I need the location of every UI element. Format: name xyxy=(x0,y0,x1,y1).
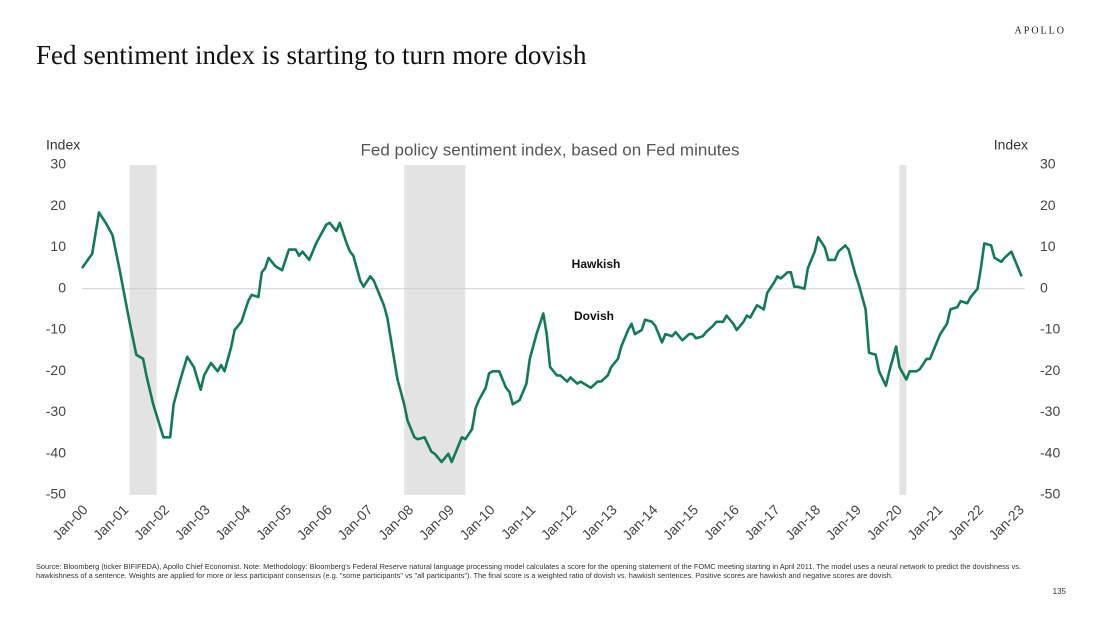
x-tick-label: Jan-09 xyxy=(415,501,457,543)
x-tick-label: Jan-06 xyxy=(293,501,335,543)
recession-shade xyxy=(899,165,907,495)
x-tick-label: Jan-22 xyxy=(945,501,987,543)
x-tick-label: Jan-04 xyxy=(212,501,254,543)
y-tick-label: -30 xyxy=(46,403,66,419)
y-axis-label: Index xyxy=(46,137,80,153)
x-tick-label: Jan-13 xyxy=(578,501,620,543)
x-tick-label: Jan-20 xyxy=(863,501,905,543)
x-tick-label: Jan-17 xyxy=(741,501,783,543)
x-tick-label: Jan-05 xyxy=(253,501,295,543)
source-box: Source: Bloomberg (ticker BIFIFEDA), Apo… xyxy=(36,562,1021,580)
annotation: Hawkish xyxy=(572,257,621,271)
y2-tick-label: -10 xyxy=(1040,321,1060,337)
plot xyxy=(80,165,1025,495)
x-tick-label: Jan-07 xyxy=(334,501,376,543)
recession-shade xyxy=(404,165,466,495)
y-tick-label: 20 xyxy=(50,197,66,213)
x-tick-label: Jan-11 xyxy=(498,501,539,542)
recession-shade xyxy=(129,165,157,495)
annotation: Dovish xyxy=(574,309,614,323)
y2-tick-label: -50 xyxy=(1040,486,1060,502)
x-tick-label: Jan-10 xyxy=(456,501,498,543)
x-tick-label: Jan-12 xyxy=(538,501,580,543)
x-tick-label: Jan-14 xyxy=(619,501,661,543)
source-note: Source: Bloomberg (ticker BIFIFEDA), Apo… xyxy=(36,562,1021,580)
chart-subtitle: Fed policy sentiment index, based on Fed… xyxy=(361,140,740,159)
x-tick-label: Jan-18 xyxy=(782,501,824,543)
y2-tick-label: 30 xyxy=(1040,156,1056,172)
y-tick-label: -10 xyxy=(46,321,66,337)
y2-tick-label: 0 xyxy=(1040,279,1048,295)
x-tick-label: Jan-21 xyxy=(904,501,946,543)
y-tick-label: 0 xyxy=(58,279,66,295)
y2-tick-label: -30 xyxy=(1040,403,1060,419)
y-tick-label: -20 xyxy=(46,362,66,378)
series-line xyxy=(80,211,1023,464)
y-tick-label: -50 xyxy=(46,486,66,502)
y2-tick-label: 10 xyxy=(1040,238,1056,254)
brand: APOLLO xyxy=(1015,25,1066,36)
x-tick-label: Jan-00 xyxy=(49,501,91,543)
x-tick-label: Jan-03 xyxy=(171,501,213,543)
y2-tick-label: -40 xyxy=(1040,444,1060,460)
y-tick-label: 30 xyxy=(50,156,66,172)
x-tick-label: Jan-01 xyxy=(90,501,132,543)
x-tick-label: Jan-15 xyxy=(660,501,702,543)
y2-tick-label: -20 xyxy=(1040,362,1060,378)
x-tick-label: Jan-16 xyxy=(700,501,742,543)
y2-axis-label: Index xyxy=(994,137,1028,153)
y-tick-label: -40 xyxy=(46,444,66,460)
x-tick-label: Jan-19 xyxy=(823,501,865,543)
page-number: 135 xyxy=(1053,587,1067,596)
y-tick-label: 10 xyxy=(50,238,66,254)
x-tick-label: Jan-23 xyxy=(985,501,1027,543)
x-tick-label: Jan-08 xyxy=(375,501,417,543)
y2-tick-label: 20 xyxy=(1040,197,1056,213)
x-tick-label: Jan-02 xyxy=(131,501,173,543)
chart-title: Fed sentiment index is starting to turn … xyxy=(36,40,587,70)
